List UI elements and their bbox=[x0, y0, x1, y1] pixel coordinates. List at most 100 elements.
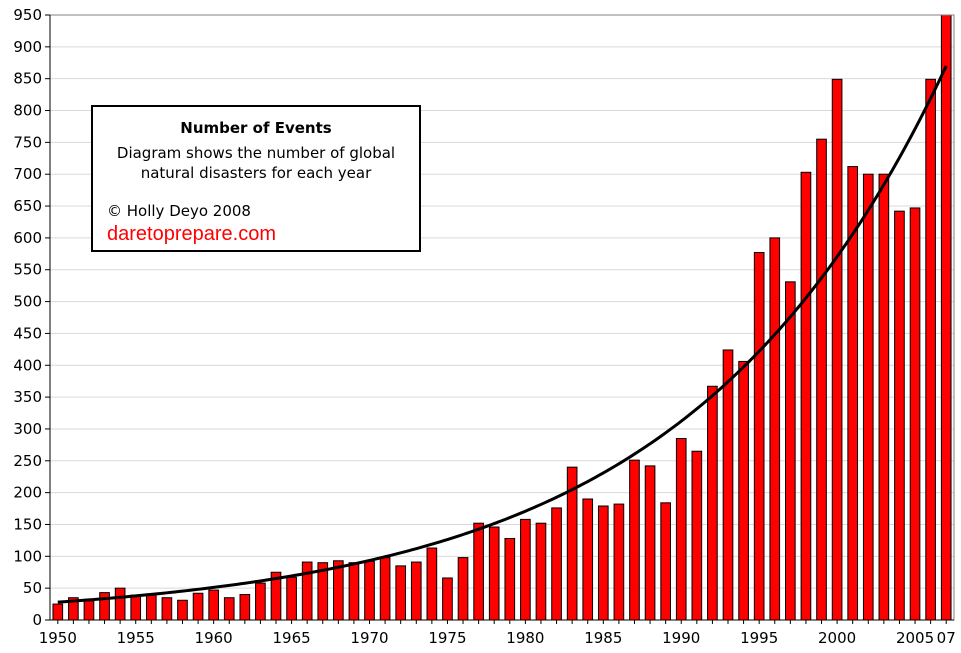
bar-1985 bbox=[597, 505, 609, 621]
info-box-line-1: Diagram shows the number of global bbox=[116, 144, 396, 162]
x-tick-label: 1985 bbox=[584, 629, 622, 647]
y-tick-label: 250 bbox=[13, 452, 42, 470]
copyright-text: © Holly Deyo 2008 bbox=[107, 202, 251, 220]
y-tick-label: 950 bbox=[13, 6, 42, 24]
x-tick-label: 1975 bbox=[428, 629, 466, 647]
x-tick-label: 1970 bbox=[350, 629, 388, 647]
bar-1996 bbox=[769, 237, 781, 621]
bar-1998 bbox=[800, 171, 812, 621]
bar-1984 bbox=[582, 498, 594, 621]
bar-1992 bbox=[707, 385, 718, 621]
bar-1975 bbox=[442, 577, 453, 621]
bar-1973 bbox=[410, 561, 422, 621]
bar-1959 bbox=[192, 592, 204, 621]
bar-1987 bbox=[629, 459, 640, 621]
bar-1955 bbox=[130, 594, 142, 621]
website-url: daretoprepare.com bbox=[107, 223, 276, 245]
x-tick-label: 2005 bbox=[896, 629, 934, 647]
y-tick-label: 300 bbox=[13, 420, 42, 438]
bar-1994 bbox=[738, 360, 749, 621]
bar-1979 bbox=[504, 537, 516, 621]
bar-2004 bbox=[894, 210, 905, 621]
bar-2003 bbox=[878, 173, 890, 621]
bar-1961 bbox=[223, 597, 235, 621]
y-tick-label: 700 bbox=[13, 165, 42, 183]
y-tick-label: 50 bbox=[23, 579, 42, 597]
bar-1965 bbox=[286, 576, 297, 621]
y-tick-labels: 0 50 100 150 200 250 300 350 400 450 500 550 600 650 7… bbox=[13, 6, 50, 629]
bar-1956 bbox=[145, 593, 157, 621]
x-tick-label: 1955 bbox=[117, 629, 155, 647]
y-tick-label: 0 bbox=[32, 611, 42, 629]
bar-1978 bbox=[488, 526, 500, 621]
bar-2000 bbox=[831, 78, 843, 621]
trend-curve bbox=[57, 65, 948, 604]
bar-1958 bbox=[177, 599, 188, 621]
bar-1963 bbox=[255, 582, 266, 621]
bar-1954 bbox=[114, 587, 126, 621]
y-tick-label: 550 bbox=[13, 261, 42, 279]
bar-1966 bbox=[301, 561, 313, 621]
y-tick-label: 400 bbox=[13, 356, 42, 374]
bar-1977 bbox=[473, 522, 484, 621]
bar-1989 bbox=[660, 502, 671, 621]
y-tick-label: 350 bbox=[13, 388, 42, 406]
bar-1971 bbox=[379, 557, 391, 621]
bar-2002 bbox=[862, 173, 874, 621]
bar-1981 bbox=[535, 522, 547, 621]
y-tick-label: 150 bbox=[13, 515, 42, 533]
bars bbox=[52, 14, 952, 621]
bar-1970 bbox=[364, 560, 375, 621]
y-tick-label: 600 bbox=[13, 229, 42, 247]
y-tick-label: 650 bbox=[13, 197, 42, 215]
x-tick-labels: 1950 1955 1960 1965 1970 1975 1980 1985 1990 1995… bbox=[39, 620, 956, 647]
bar-1988 bbox=[644, 465, 656, 621]
info-box-title: Number of Events bbox=[180, 119, 332, 137]
bar-1980 bbox=[520, 518, 531, 621]
bar-2007 bbox=[940, 14, 952, 621]
bar-1957 bbox=[161, 597, 173, 621]
bar-1993 bbox=[722, 349, 734, 621]
bar-1972 bbox=[395, 565, 407, 621]
info-box-description: Diagram shows the number of global natur… bbox=[93, 143, 419, 183]
bar-1982 bbox=[551, 507, 562, 621]
axes bbox=[49, 14, 955, 621]
x-tick-label: 1980 bbox=[506, 629, 544, 647]
bar-1952 bbox=[83, 600, 95, 621]
bar-1950 bbox=[52, 603, 64, 621]
y-tick-label: 750 bbox=[13, 133, 42, 151]
bar-1995 bbox=[753, 252, 765, 621]
bar-1999 bbox=[816, 138, 827, 621]
x-tick-label: 1990 bbox=[662, 629, 700, 647]
bar-1960 bbox=[208, 589, 219, 621]
y-tick-label: 900 bbox=[13, 38, 42, 56]
x-tick-label: 1965 bbox=[272, 629, 310, 647]
y-tick-label: 200 bbox=[13, 484, 42, 502]
y-tick-label: 800 bbox=[13, 102, 42, 120]
y-tick-label: 450 bbox=[13, 324, 42, 342]
bar-1953 bbox=[99, 592, 110, 621]
x-tick-label: 1950 bbox=[39, 629, 77, 647]
x-tick-label: 1995 bbox=[740, 629, 778, 647]
info-box-line-2: natural disasters for each year bbox=[140, 164, 372, 182]
bar-1990 bbox=[675, 438, 687, 621]
x-tick-label: 07 bbox=[937, 629, 956, 647]
y-tick-label: 100 bbox=[13, 547, 42, 565]
bar-1962 bbox=[239, 594, 251, 621]
bar-1986 bbox=[613, 503, 625, 621]
bar-1991 bbox=[691, 450, 703, 621]
x-tick-label: 1960 bbox=[195, 629, 233, 647]
trend-line bbox=[57, 65, 948, 604]
bar-1968 bbox=[333, 560, 344, 621]
bar-1976 bbox=[457, 557, 469, 621]
bar-2006 bbox=[925, 78, 936, 621]
info-box: Number of Events Diagram shows the numbe… bbox=[91, 105, 421, 252]
bar-1969 bbox=[348, 562, 360, 621]
y-tick-label: 500 bbox=[13, 293, 42, 311]
bar-1997 bbox=[785, 281, 796, 621]
y-tick-label: 850 bbox=[13, 70, 42, 88]
bar-2005 bbox=[909, 207, 921, 621]
x-tick-label: 2000 bbox=[818, 629, 856, 647]
bar-1974 bbox=[426, 547, 438, 621]
